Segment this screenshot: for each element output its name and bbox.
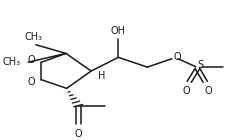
Text: O: O [173,52,180,62]
Text: O: O [204,86,212,96]
Text: OH: OH [110,26,125,36]
Text: CH₃: CH₃ [2,57,20,67]
Text: O: O [27,55,35,65]
Text: O: O [74,129,82,139]
Text: S: S [196,60,202,70]
Text: O: O [181,86,189,96]
Text: H: H [97,71,105,81]
Text: CH₃: CH₃ [24,32,43,42]
Text: O: O [27,77,35,87]
